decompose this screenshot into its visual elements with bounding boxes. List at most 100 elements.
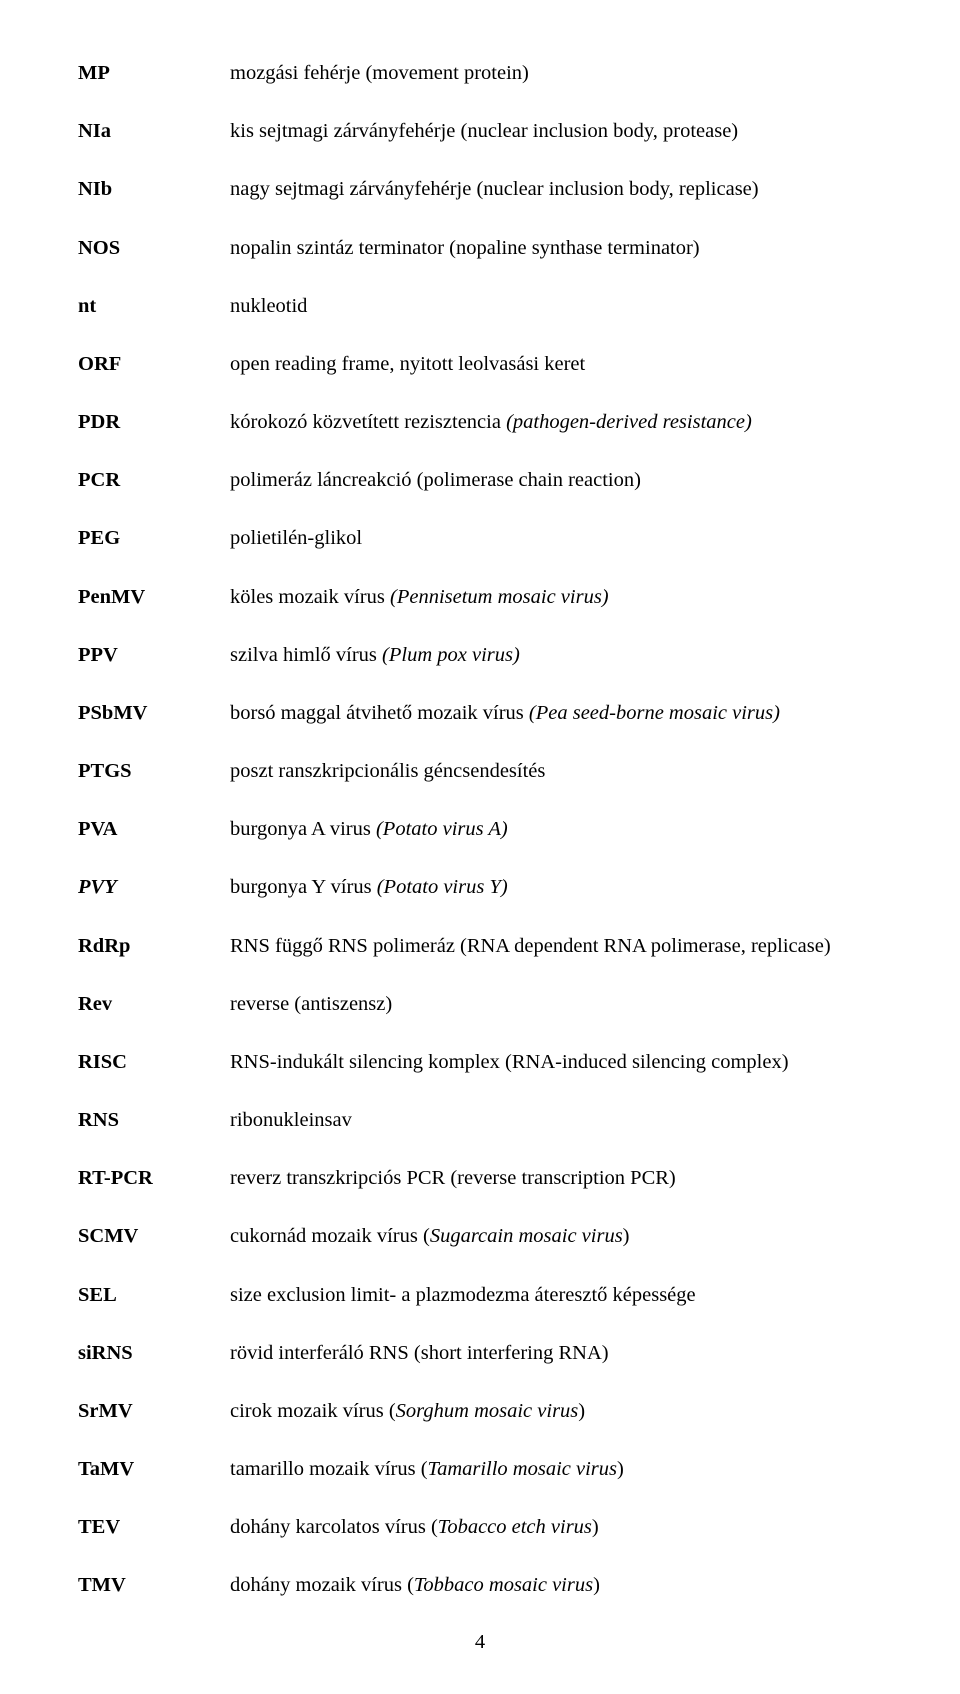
- abbr-text: PSbMV: [78, 702, 147, 724]
- abbr-row: PDR kórokozó közvetített rezisztencia (pa…: [78, 409, 882, 437]
- definition-italic: (Pea seed-borne mosaic virus): [529, 702, 780, 724]
- abbr-term: PVA: [78, 816, 230, 844]
- abbr-row: PVAburgonya A virus (Potato virus A): [78, 816, 882, 844]
- definition-text: polimeráz láncreakció (polimerase chain …: [230, 469, 641, 491]
- abbr-row: nt nukleotid: [78, 293, 882, 321]
- abbr-row: SCMVcukornád mozaik vírus (Sugarcain mos…: [78, 1223, 882, 1251]
- abbr-term: PCR: [78, 467, 230, 495]
- abbr-term: PPV: [78, 642, 230, 670]
- abbr-definition: rövid interferáló RNS (short interfering…: [230, 1340, 882, 1368]
- abbr-text: TMV: [78, 1574, 126, 1596]
- definition-text: polietilén-glikol: [230, 527, 362, 549]
- abbr-row: NIb nagy sejtmagi zárványfehérje (nuclear…: [78, 176, 882, 204]
- abbr-term: SCMV: [78, 1223, 230, 1251]
- abbr-text: Rev: [78, 993, 112, 1015]
- abbr-row: RdRp RNS függő RNS polimeráz (RNA depende…: [78, 933, 882, 961]
- definition-text: burgonya Y vírus: [230, 876, 377, 898]
- abbr-term: RNS: [78, 1107, 230, 1135]
- definition-text: reverz transzkripciós PCR (reverse trans…: [230, 1167, 676, 1189]
- abbr-row: MP mozgási fehérje (movement protein): [78, 60, 882, 88]
- abbr-text: siRNS: [78, 1342, 133, 1364]
- abbr-term: TaMV: [78, 1456, 230, 1484]
- abbr-term: nt: [78, 293, 230, 321]
- abbr-definition: RNS függő RNS polimeráz (RNA dependent R…: [230, 933, 882, 961]
- abbr-text: SEL: [78, 1284, 117, 1306]
- abbr-definition: reverz transzkripciós PCR (reverse trans…: [230, 1165, 882, 1193]
- definition-text: dohány karcolatos vírus (: [230, 1516, 438, 1538]
- abbr-term: TEV: [78, 1514, 230, 1542]
- abbr-row: TMV dohány mozaik vírus (Tobbaco mosaic v…: [78, 1572, 882, 1600]
- definition-text-post: ): [623, 1225, 630, 1247]
- abbr-definition: köles mozaik vírus (Pennisetum mosaic vi…: [230, 584, 882, 612]
- definition-italic: Tamarillo mosaic virus: [428, 1458, 617, 1480]
- abbr-definition: dohány karcolatos vírus (Tobacco etch vi…: [230, 1514, 882, 1542]
- definition-text: köles mozaik vírus: [230, 586, 390, 608]
- abbr-definition: RNS-indukált silencing komplex (RNA-indu…: [230, 1049, 882, 1077]
- abbr-row: NOSnopalin szintáz terminator (nopaline …: [78, 235, 882, 263]
- abbr-term: PenMV: [78, 584, 230, 612]
- abbr-text: PenMV: [78, 586, 145, 608]
- definition-text: szilva himlő vírus: [230, 644, 382, 666]
- abbr-text: PVA: [78, 818, 118, 840]
- definition-text-post: ): [593, 1574, 600, 1596]
- abbr-term: PTGS: [78, 758, 230, 786]
- abbr-text: NIa: [78, 120, 111, 142]
- abbr-row: ORF open reading frame, nyitott leolvasás…: [78, 351, 882, 379]
- definition-text: mozgási fehérje (movement protein): [230, 62, 529, 84]
- definition-text: open reading frame, nyitott leolvasási k…: [230, 353, 585, 375]
- definition-italic: (Potato virus Y): [377, 876, 508, 898]
- abbr-text: RISC: [78, 1051, 127, 1073]
- abbr-text: TEV: [78, 1516, 120, 1538]
- abbr-row: Revreverse (antiszensz): [78, 991, 882, 1019]
- definition-text: RNS függő RNS polimeráz (RNA dependent R…: [230, 935, 831, 957]
- definition-text: ribonukleinsav: [230, 1109, 352, 1131]
- abbr-text: RNS: [78, 1109, 119, 1131]
- abbr-term: RT-PCR: [78, 1165, 230, 1193]
- abbr-term: PEG: [78, 525, 230, 553]
- abbr-term: PVY: [78, 874, 230, 902]
- abbr-definition: polietilén-glikol: [230, 525, 882, 553]
- definition-text: borsó maggal átvihető mozaik vírus: [230, 702, 529, 724]
- abbr-definition: ribonukleinsav: [230, 1107, 882, 1135]
- abbr-text: nt: [78, 295, 96, 317]
- abbr-term: MP: [78, 60, 230, 88]
- definition-text: dohány mozaik vírus (: [230, 1574, 414, 1596]
- abbr-term: NIb: [78, 176, 230, 204]
- definition-italic: Tobacco etch virus: [438, 1516, 592, 1538]
- abbr-term: Rev: [78, 991, 230, 1019]
- definition-text-post: ): [578, 1400, 585, 1422]
- definition-text: cirok mozaik vírus (: [230, 1400, 396, 1422]
- abbr-text: NIb: [78, 178, 112, 200]
- abbr-definition: kórokozó közvetített rezisztencia (patho…: [230, 409, 882, 437]
- definition-italic: (Pennisetum mosaic virus): [390, 586, 609, 608]
- definition-italic: Tobbaco mosaic virus: [414, 1574, 593, 1596]
- abbr-term: NIa: [78, 118, 230, 146]
- definition-italic: (pathogen-derived resistance): [506, 411, 752, 433]
- abbr-definition: nagy sejtmagi zárványfehérje (nuclear in…: [230, 176, 882, 204]
- abbr-row: PVY burgonya Y vírus (Potato virus Y): [78, 874, 882, 902]
- abbr-row: PenMV köles mozaik vírus (Pennisetum mosa…: [78, 584, 882, 612]
- abbr-text: PTGS: [78, 760, 132, 782]
- abbr-term: siRNS: [78, 1340, 230, 1368]
- definition-italic: Sugarcain mosaic virus: [430, 1225, 623, 1247]
- abbr-text: PDR: [78, 411, 120, 433]
- definition-text-post: ): [592, 1516, 599, 1538]
- abbr-text: PCR: [78, 469, 120, 491]
- definition-text: nukleotid: [230, 295, 307, 317]
- abbr-row: SrMVcirok mozaik vírus (Sorghum mosaic v…: [78, 1398, 882, 1426]
- abbr-row: PTGSposzt ranszkripcionális géncsendesít…: [78, 758, 882, 786]
- abbr-term: SEL: [78, 1282, 230, 1310]
- definition-italic: Sorghum mosaic virus: [396, 1400, 579, 1422]
- definition-text: nagy sejtmagi zárványfehérje (nuclear in…: [230, 178, 759, 200]
- abbr-text-italic: PVY: [78, 876, 117, 898]
- abbr-text: RdRp: [78, 935, 130, 957]
- abbr-definition: kis sejtmagi zárványfehérje (nuclear inc…: [230, 118, 882, 146]
- abbr-text: MP: [78, 62, 110, 84]
- abbr-definition: mozgási fehérje (movement protein): [230, 60, 882, 88]
- abbr-text: ORF: [78, 353, 121, 375]
- abbr-definition: cirok mozaik vírus (Sorghum mosaic virus…: [230, 1398, 882, 1426]
- abbr-definition: cukornád mozaik vírus (Sugarcain mosaic …: [230, 1223, 882, 1251]
- abbr-term: PDR: [78, 409, 230, 437]
- abbr-term: RISC: [78, 1049, 230, 1077]
- definition-text: burgonya A virus: [230, 818, 376, 840]
